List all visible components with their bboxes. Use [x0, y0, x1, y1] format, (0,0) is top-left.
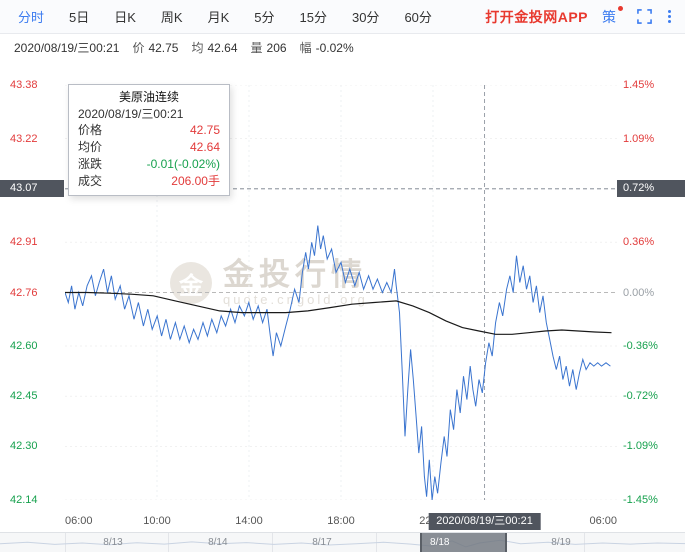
navigator-date-8/17: 8/17	[312, 537, 332, 548]
chart-area[interactable]: 金 金投行情 quote.cngold.org 43.38 1.45% 43.22 1…	[0, 60, 685, 512]
x-axis-label: 18:00	[327, 515, 355, 527]
y-axis-pct-label: -1.09%	[623, 440, 658, 453]
y-axis-price-label: 43.22	[10, 132, 38, 145]
navigator-tick	[271, 533, 273, 552]
tooltip-title: 美原油连续	[118, 90, 179, 104]
x-axis-label: 10:00	[143, 515, 171, 527]
tab-60分[interactable]: 60分	[404, 10, 432, 25]
tab-月K[interactable]: 月K	[207, 10, 230, 25]
y-axis-price-label: 43.38	[10, 79, 38, 91]
info-item-价: 价 42.75	[132, 40, 179, 55]
y-axis-pct-label: 0.00%	[623, 286, 655, 299]
navigator-window[interactable]	[419, 533, 507, 552]
average-line	[65, 291, 612, 335]
toolbar: 分时 5日 日K 周K 月K 5分 15分 30分 60分 打开金投网APP 策	[0, 0, 685, 34]
tooltip-row-成交: 成交 206.00手	[78, 174, 220, 188]
fullscreen-icon[interactable]	[637, 9, 652, 24]
y-axis-price-label: 42.45	[10, 390, 38, 403]
toolbar-right: 打开金投网APP 策	[485, 5, 673, 27]
navigator-date-8/14: 8/14	[208, 537, 228, 548]
info-bar: 2020/08/19/三00:21 价 42.75 均 42.64 量 206 幅 -0.02…	[0, 34, 685, 60]
more-menu-icon[interactable]	[666, 8, 673, 25]
y-axis-price-label: 42.14	[10, 494, 38, 506]
navigator-tick	[65, 533, 67, 552]
y-axis-pct-label: -1.45%	[623, 494, 658, 506]
tooltip-row-均价: 均价 42.64	[78, 140, 220, 154]
tooltip-rows: 价格 42.75 均价 42.64 涨跌 -0.01(-0.02%) 成交 206.00手	[78, 122, 220, 190]
watermark: 金 金投行情 quote.cngold.org	[170, 258, 368, 308]
tooltip-datetime: 2020/08/19/三00:21	[78, 107, 184, 121]
navigator-date-8/13: 8/13	[103, 537, 123, 548]
notification-dot	[618, 5, 623, 11]
y-axis-price-label: 42.91	[10, 236, 38, 249]
y-axis-pct-label: -0.36%	[623, 340, 658, 353]
navigator-tick	[167, 533, 169, 552]
watermark-title: 金投行情	[223, 257, 367, 292]
x-axis-label: 14:00	[235, 515, 263, 527]
tab-30分[interactable]: 30分	[351, 10, 380, 25]
x-axis-label: 06:00	[65, 515, 93, 527]
navigator-tick	[583, 533, 585, 552]
y-axis-price-label: 42.76	[10, 286, 38, 299]
info-item-量: 量 206	[250, 40, 287, 55]
tooltip: 美原油连续 2020/08/19/三00:21 价格 42.75 均价 42.64 涨跌…	[68, 84, 230, 196]
x-axis-label: 06:00	[589, 515, 617, 527]
tab-5日[interactable]: 5日	[69, 10, 90, 25]
strategy-button[interactable]: 策	[602, 5, 623, 27]
tab-分时[interactable]: 分时	[18, 10, 45, 25]
y-axis-pct-label: -0.72%	[623, 390, 658, 403]
navigator[interactable]: 8/13 8/14 8/17 8/18 8/19	[0, 532, 685, 552]
tab-周K[interactable]: 周K	[160, 10, 183, 25]
y-axis-highlight-pct: 0.72%	[617, 179, 685, 197]
navigator-date-8/19: 8/19	[551, 537, 571, 548]
y-axis-price-label: 42.30	[10, 440, 38, 453]
tab-5分[interactable]: 5分	[254, 10, 275, 25]
watermark-subtitle: quote.cngold.org	[223, 292, 368, 307]
y-axis-price-label: 42.60	[10, 340, 38, 353]
y-axis-pct-label: 0.36%	[623, 236, 655, 249]
watermark-logo-icon: 金	[170, 262, 212, 304]
quote-datetime: 2020/08/19/三00:21	[14, 40, 120, 55]
info-item-均: 均 42.64	[191, 40, 238, 55]
tooltip-row-涨跌: 涨跌 -0.01(-0.02%)	[78, 157, 220, 171]
navigator-sparkline	[0, 539, 685, 548]
y-axis-pct-label: 1.45%	[623, 79, 655, 91]
tab-日K[interactable]: 日K	[114, 10, 136, 25]
navigator-date-8/18: 8/18	[430, 537, 450, 548]
x-axis: 2020/08/19/三00:21 06:0010:0014:0018:0022…	[0, 512, 685, 532]
info-items: 价 42.75 均 42.64 量 206 幅 -0.02%	[132, 39, 353, 56]
tooltip-row-价格: 价格 42.75	[78, 123, 220, 137]
crosshair-time-badge: 2020/08/19/三00:21	[428, 513, 541, 530]
open-app-link[interactable]: 打开金投网APP	[485, 8, 588, 25]
timeframe-tabs: 分时 5日 日K 周K 月K 5分 15分 30分 60分	[18, 7, 432, 26]
y-axis-pct-label: 1.09%	[623, 132, 655, 145]
price-line	[65, 225, 611, 500]
strategy-label: 策	[602, 8, 616, 25]
y-axis-highlight-price: 43.07	[0, 179, 64, 197]
info-item-幅: 幅 -0.02%	[299, 40, 354, 55]
tab-15分[interactable]: 15分	[299, 10, 327, 25]
price-chart-plot[interactable]	[65, 85, 617, 500]
